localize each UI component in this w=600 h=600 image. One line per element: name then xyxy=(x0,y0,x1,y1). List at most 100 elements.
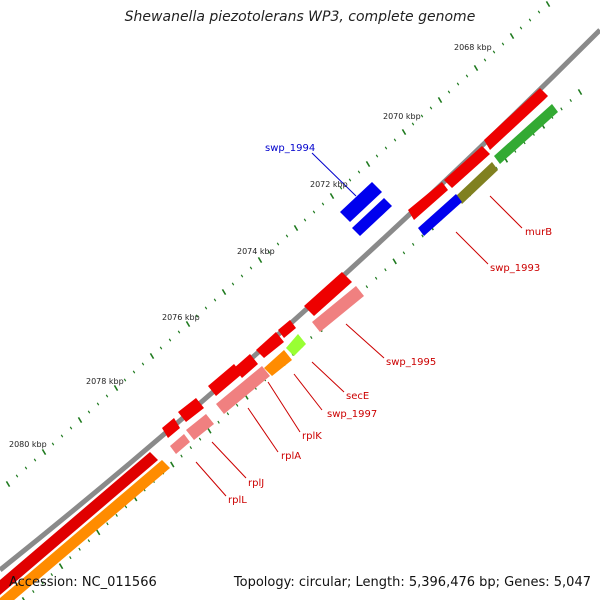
accession-label: Accession: NC_011566 xyxy=(9,575,157,590)
tick-mark xyxy=(78,547,81,551)
tick-mark xyxy=(528,18,532,22)
long-red-feature[interactable] xyxy=(0,452,158,595)
feature-secE[interactable] xyxy=(278,320,296,338)
gene-label-rplA[interactable]: rplA xyxy=(281,451,301,462)
tick-mark xyxy=(149,352,155,360)
tick-mark xyxy=(501,42,505,46)
tick-mark xyxy=(168,338,172,342)
tick-mark xyxy=(577,88,583,96)
tick-mark xyxy=(41,448,47,456)
tick-mark xyxy=(189,446,193,450)
tick-mark xyxy=(303,218,307,222)
tick-label: 2068 kbp xyxy=(454,43,492,52)
tick-mark xyxy=(32,590,35,594)
feature-swp1995-pale[interactable] xyxy=(312,286,364,332)
gene-label-swp1995[interactable]: swp_1995 xyxy=(386,357,436,368)
tick-mark xyxy=(87,410,91,414)
swp-1994-feature[interactable] xyxy=(340,182,392,236)
tick-mark xyxy=(115,513,118,517)
tick-mark xyxy=(569,98,572,102)
feature-olive[interactable] xyxy=(456,162,498,204)
feature-rplJ[interactable] xyxy=(178,398,204,422)
feature-red-murb[interactable] xyxy=(408,182,448,220)
tick-mark xyxy=(276,242,280,246)
tick-label: 2070 kbp xyxy=(383,112,421,121)
lower-left-features xyxy=(0,452,170,600)
feature-rplA-pale[interactable] xyxy=(216,366,270,414)
tick-mark xyxy=(113,384,119,392)
gene-label-rplK[interactable]: rplK xyxy=(302,431,322,442)
tick-mark xyxy=(384,268,387,272)
tick-mark xyxy=(231,282,235,286)
tick-mark xyxy=(60,434,64,438)
tick-mark xyxy=(69,426,73,430)
tick-mark xyxy=(420,114,424,118)
gene-label-swp1997[interactable]: swp_1997 xyxy=(327,409,377,420)
tick-mark xyxy=(217,420,220,424)
feature-lime[interactable] xyxy=(286,334,306,356)
tick-labels: 2068 kbp 2070 kbp 2072 kbp 2074 kbp 2076… xyxy=(9,43,492,449)
tick-mark xyxy=(207,427,212,434)
feature-red-top[interactable] xyxy=(484,88,548,150)
feature-swp1995[interactable] xyxy=(304,272,352,316)
tick-mark xyxy=(87,539,91,543)
tick-mark xyxy=(519,26,523,30)
tick-mark xyxy=(384,146,388,150)
tick-mark xyxy=(249,266,253,270)
tick-mark xyxy=(429,106,433,110)
tick-mark xyxy=(170,461,175,468)
tick-mark xyxy=(195,314,199,318)
tick-mark xyxy=(411,242,415,246)
gene-label-swp1993[interactable]: swp_1993 xyxy=(490,263,540,274)
outer-tick-ring xyxy=(5,0,551,488)
tick-mark xyxy=(339,186,343,190)
tick-mark xyxy=(132,370,136,374)
feature-swp1997[interactable] xyxy=(256,332,284,358)
gene-label-rplJ[interactable]: rplJ xyxy=(248,478,264,489)
tick-mark xyxy=(41,581,44,585)
tick-mark xyxy=(310,336,313,340)
gene-label-murB[interactable]: murB xyxy=(525,227,552,238)
feature-rplA[interactable] xyxy=(208,364,242,396)
feature-orange-mid[interactable] xyxy=(264,350,292,376)
gene-label-swp1994[interactable]: swp_1994 xyxy=(265,143,315,154)
tick-mark xyxy=(473,64,479,72)
feature-green-top[interactable] xyxy=(494,104,558,164)
tick-mark xyxy=(240,274,244,278)
tick-mark xyxy=(357,170,361,174)
tick-label: 2080 kbp xyxy=(9,440,47,449)
tick-mark xyxy=(235,403,239,407)
feature-rplJ-pale[interactable] xyxy=(186,414,214,440)
tick-mark xyxy=(77,416,83,424)
tick-mark xyxy=(141,362,145,366)
tick-mark xyxy=(329,192,335,200)
tick-mark xyxy=(393,138,397,142)
tick-mark xyxy=(537,10,541,14)
feature-red-mid[interactable] xyxy=(444,146,490,188)
tick-mark xyxy=(105,394,109,398)
tick-mark xyxy=(447,90,451,94)
tick-mark xyxy=(185,320,191,328)
tick-mark xyxy=(213,298,217,302)
tick-mark xyxy=(312,210,316,214)
callout-lines xyxy=(195,152,523,497)
tick-mark xyxy=(365,285,369,289)
tick-mark xyxy=(106,522,109,526)
tick-mark xyxy=(402,251,406,255)
gene-label-rplL[interactable]: rplL xyxy=(228,495,247,506)
tick-mark xyxy=(293,224,299,232)
feature-blue-swp1993[interactable] xyxy=(418,194,462,236)
tick-mark xyxy=(456,82,460,86)
tick-mark xyxy=(392,258,397,265)
gene-label-secE[interactable]: secE xyxy=(346,391,369,402)
long-orange-feature[interactable] xyxy=(0,460,170,600)
feature-rplL[interactable] xyxy=(162,418,180,438)
tick-mark xyxy=(180,454,183,458)
map-title: Shewanella piezotolerans WP3, complete g… xyxy=(124,9,476,25)
feature-rplL-pale[interactable] xyxy=(170,434,190,454)
tick-mark xyxy=(198,437,202,441)
tick-mark xyxy=(58,563,64,570)
tick-label: 2074 kbp xyxy=(237,247,275,256)
tick-mark xyxy=(365,160,371,168)
